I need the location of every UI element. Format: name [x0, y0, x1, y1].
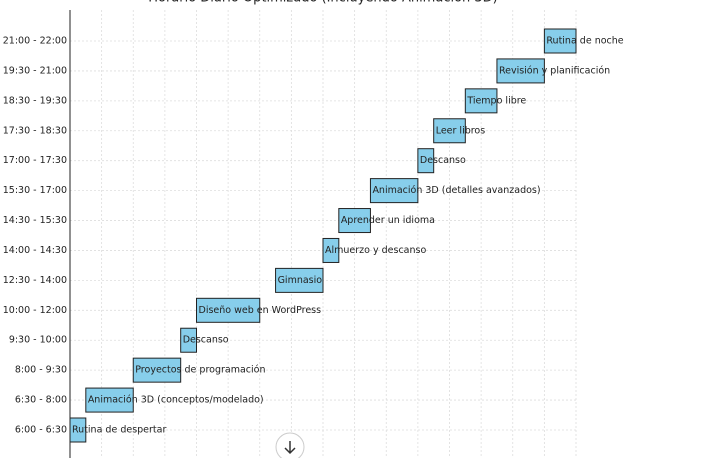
chart-title: Horario Diario Optimizado (Incluyendo An…	[148, 0, 498, 6]
activity-label: Gimnasio	[278, 275, 323, 286]
y-tick-label: 14:00 - 14:30	[3, 245, 67, 256]
y-tick-label: 14:30 - 15:30	[3, 215, 67, 226]
bar	[275, 267, 324, 293]
bar	[69, 417, 87, 443]
y-tick-label: 21:00 - 22:00	[3, 36, 67, 47]
bar	[433, 118, 466, 144]
y-tick-label: 6:00 - 6:30	[15, 425, 67, 436]
y-tick-label: 19:30 - 21:00	[3, 65, 67, 76]
activity-label: Revisión y planificación	[499, 65, 610, 76]
activity-label: Leer libros	[436, 125, 486, 136]
y-tick-label: 10:00 - 12:00	[3, 305, 67, 316]
y-tick-label: 18:30 - 19:30	[3, 95, 67, 106]
bar	[338, 208, 371, 234]
y-tick-label: 12:30 - 14:00	[3, 275, 67, 286]
y-tick-label: 6:30 - 8:00	[15, 395, 67, 406]
activity-label: Almuerzo y descanso	[325, 245, 426, 256]
bar	[496, 58, 545, 84]
bar	[464, 88, 498, 114]
y-tick-label: 8:00 - 9:30	[15, 365, 67, 376]
scroll-down-button[interactable]	[275, 432, 305, 458]
activity-label: Proyectos de programación	[135, 365, 265, 376]
activity-label: Rutina de despertar	[72, 425, 166, 436]
activity-label: Descanso	[420, 155, 466, 166]
bar	[417, 148, 435, 174]
activity-label: Aprender un idioma	[341, 215, 435, 226]
activity-label: Descanso	[183, 335, 229, 346]
activity-label: Animación 3D (conceptos/modelado)	[88, 395, 264, 406]
bar	[196, 297, 261, 323]
bar	[180, 327, 197, 353]
bar	[322, 237, 340, 263]
y-tick-label: 17:00 - 17:30	[3, 155, 67, 166]
activity-label: Tiempo libre	[466, 95, 526, 106]
activity-label: Rutina de noche	[546, 36, 623, 47]
activity-label: Diseño web en WordPress	[199, 305, 322, 316]
bar	[369, 178, 419, 204]
scroll-arrow[interactable]	[284, 441, 296, 455]
y-tick-label: 9:30 - 10:00	[9, 335, 67, 346]
y-tick-label: 17:30 - 18:30	[3, 125, 67, 136]
activity-label: Animación 3D (detalles avanzados)	[372, 185, 540, 196]
y-tick-label: 15:30 - 17:00	[3, 185, 67, 196]
bar	[132, 357, 182, 383]
bar	[543, 28, 577, 54]
bar	[85, 387, 134, 413]
